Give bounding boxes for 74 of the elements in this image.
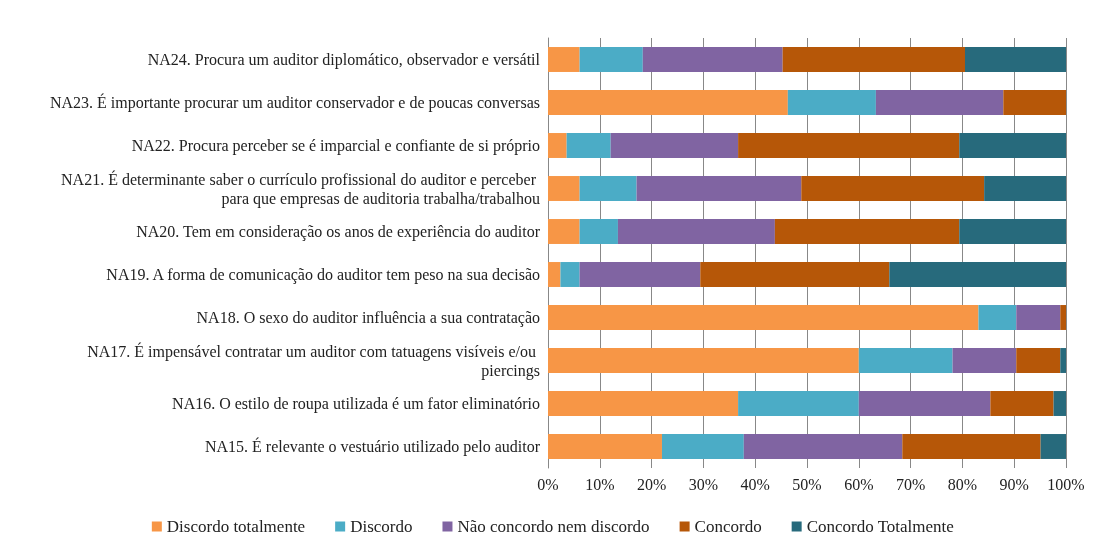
bar [548, 219, 580, 244]
bar [902, 434, 1041, 459]
bar [1060, 348, 1066, 373]
x-tick-label: 60% [844, 475, 874, 493]
legend-label: Não concordo nem discordo [457, 517, 650, 536]
y-tick-label: NA23. É importante procurar um auditor conservador e de poucas conversas [49, 93, 540, 112]
bar [548, 434, 662, 459]
bar [610, 133, 739, 158]
y-tick-label: NA20. Tem em consideração os anos de experiência do auditor [136, 223, 541, 241]
bar [1040, 434, 1066, 459]
x-tick-label: 30% [688, 475, 719, 493]
bar [548, 348, 859, 373]
y-tick-label: NA22. Procura perceber se é imparcial e confiante de si próprio [131, 137, 540, 155]
bar [700, 262, 890, 287]
legend-label: Concordo Totalmente [806, 517, 954, 536]
y-tick-label: NA24. Procura um auditor diplomático, observador e versátil [147, 51, 541, 69]
bar [1016, 305, 1061, 330]
bar [743, 434, 903, 459]
x-tick-label: 80% [947, 475, 978, 493]
legend-label: Discordo totalmente [166, 517, 306, 536]
x-tick-label: 0% [537, 475, 559, 493]
legend-label: Discordo [350, 517, 413, 536]
bar [858, 348, 953, 373]
bar [661, 434, 744, 459]
bar [875, 90, 1004, 115]
bar [889, 262, 1066, 287]
y-tick-label: NA17. É impensável contratar um auditor com tatuagens visíveis e/ou piercings [87, 341, 540, 380]
bar [636, 176, 802, 201]
x-tick-label: 20% [636, 475, 667, 493]
bar [978, 305, 1017, 330]
bar [738, 391, 859, 416]
bar [787, 90, 876, 115]
bar [984, 176, 1066, 201]
bar [579, 47, 643, 72]
y-tick-label: NA19. A forma de comunicação do auditor tem peso na sua decisão [106, 266, 540, 284]
bar [548, 47, 580, 72]
bar [801, 176, 985, 201]
bar [990, 391, 1054, 416]
x-tick-label: 10% [585, 475, 615, 493]
bar [1003, 90, 1066, 115]
bar [579, 176, 637, 201]
bar [566, 133, 611, 158]
bar [959, 133, 1066, 158]
x-tick-label: 70% [895, 475, 926, 493]
y-tick-label: NA21. É determinante saber o currículo profissional do auditor e perceber para que empresas de auditoria trabalha/trabalhou [61, 169, 540, 208]
bar [548, 305, 979, 330]
bar [952, 348, 1017, 373]
bar [1053, 391, 1066, 416]
bar [617, 219, 775, 244]
x-tick-label: 40% [740, 475, 770, 493]
bar [774, 219, 960, 244]
bar [560, 262, 580, 287]
bar [858, 391, 991, 416]
bar [642, 47, 783, 72]
x-tick-label: 100% [1047, 475, 1085, 493]
y-tick-label: NA18. O sexo do auditor influência a sua contratação [196, 309, 540, 327]
bar [1016, 348, 1061, 373]
bar [548, 262, 561, 287]
bar [548, 90, 788, 115]
y-tick-label: NA16. O estilo de roupa utilizada é um fator eliminatório [172, 395, 540, 413]
bar [579, 219, 618, 244]
bar [959, 219, 1066, 244]
bar [579, 262, 701, 287]
y-tick-label: NA15. É relevante o vestuário utilizado pelo auditor [204, 437, 541, 456]
bar [548, 176, 580, 201]
bar [548, 133, 567, 158]
bar [548, 391, 739, 416]
bar [782, 47, 965, 72]
bar [1060, 305, 1066, 330]
bar [738, 133, 960, 158]
x-tick-label: 50% [792, 475, 822, 493]
legend-label: Concordo [694, 517, 762, 536]
x-tick-label: 90% [999, 475, 1029, 493]
bar [964, 47, 1066, 72]
